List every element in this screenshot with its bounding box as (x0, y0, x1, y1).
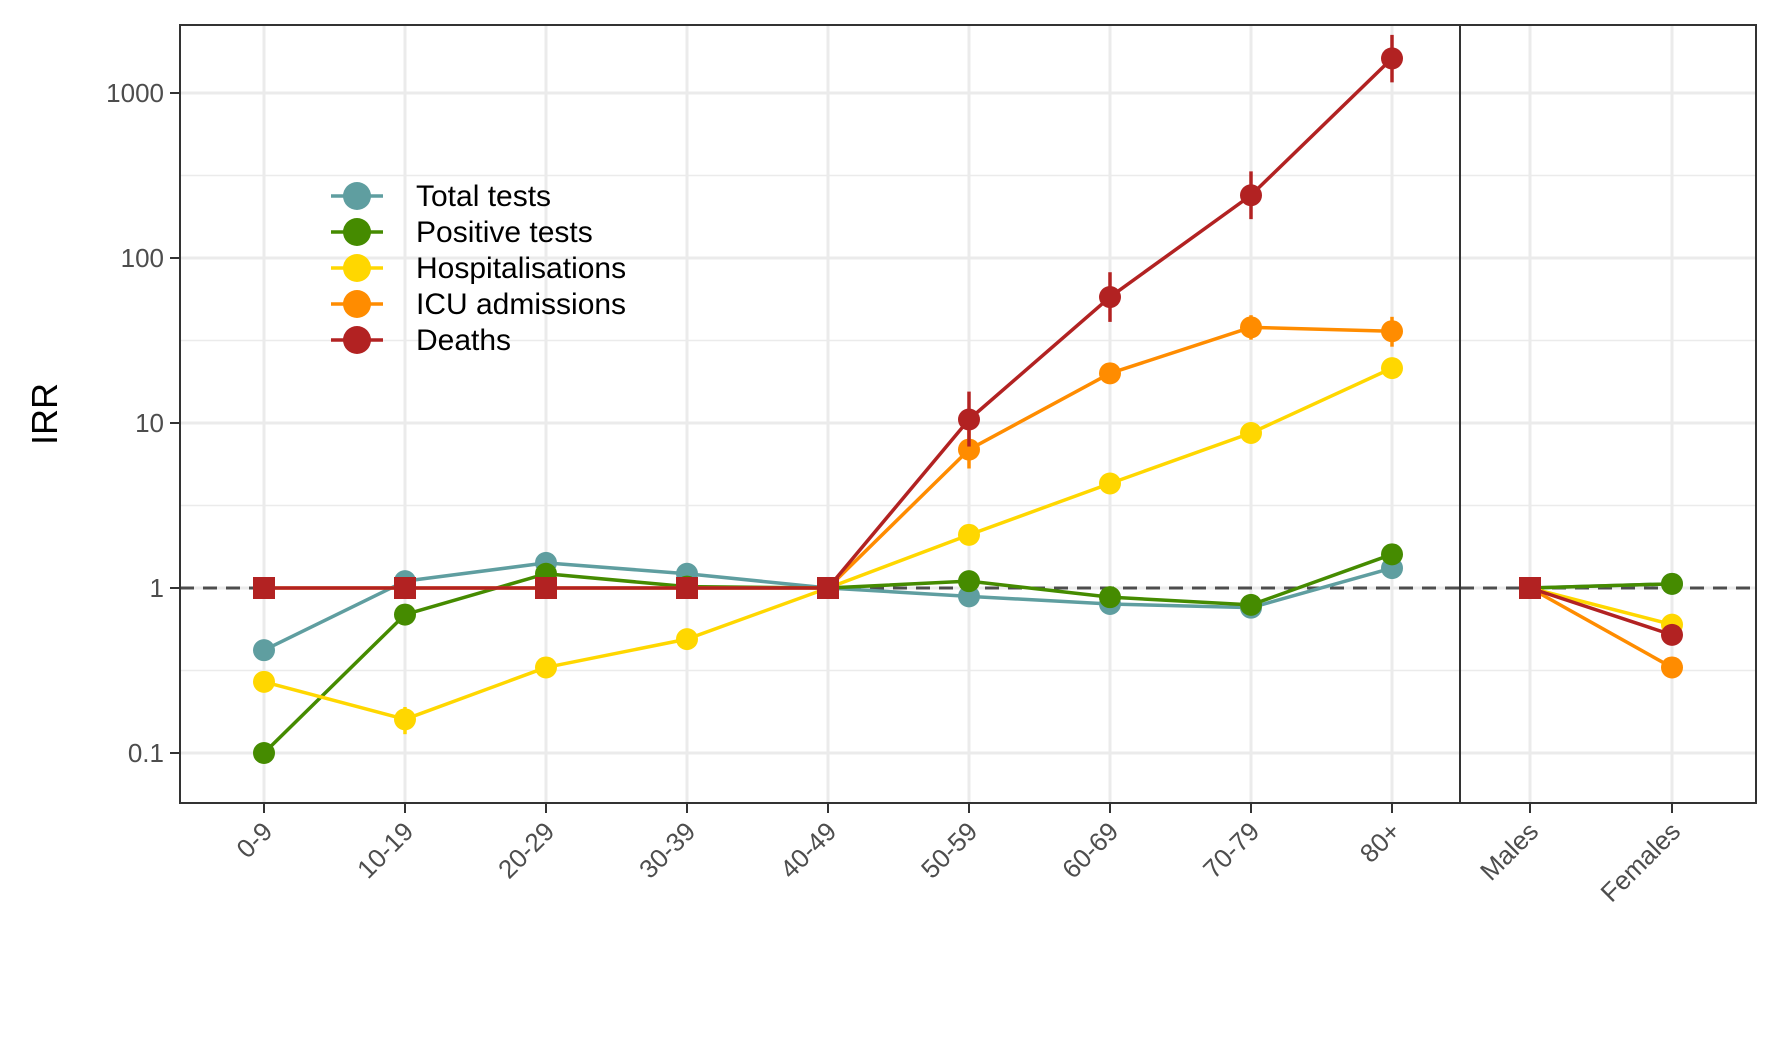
data-point (1381, 543, 1403, 566)
data-point (1099, 286, 1121, 309)
y-axis-title: IRR (24, 383, 65, 445)
data-point (958, 438, 980, 461)
data-point (1240, 421, 1262, 444)
data-point (1661, 623, 1683, 646)
data-point (958, 570, 980, 593)
data-point-square (535, 577, 557, 599)
data-point (676, 628, 698, 651)
data-point (958, 585, 980, 608)
y-tick-label: 1000 (106, 78, 164, 108)
data-point (1099, 586, 1121, 609)
series-line (1529, 582, 1673, 590)
data-point (1240, 316, 1262, 339)
legend-marker (343, 254, 371, 282)
series-line (1529, 586, 1673, 637)
panel-borders (179, 24, 1757, 804)
y-tick-label: 1 (150, 573, 164, 603)
data-point (1240, 184, 1262, 207)
data-point-square (253, 577, 275, 599)
legend-marker (343, 218, 371, 246)
legend-label: Total tests (416, 180, 551, 213)
series-deaths (253, 34, 1683, 646)
legend-item: Deaths (331, 324, 511, 357)
y-tick-label: 10 (135, 408, 164, 438)
data-point (253, 639, 275, 662)
legend-marker (343, 326, 371, 354)
panel-background-2 (1460, 25, 1756, 803)
legend-label: Deaths (416, 324, 511, 357)
data-point (394, 603, 416, 626)
grid (180, 25, 1756, 803)
data-point (1661, 656, 1683, 679)
data-point (253, 742, 275, 764)
data-point (1099, 362, 1121, 385)
data-point (1240, 593, 1262, 616)
data-point (1381, 357, 1403, 380)
data-point-square (817, 577, 839, 599)
data-point (958, 408, 980, 431)
data-point (535, 656, 557, 679)
data-point (958, 523, 980, 546)
legend-label: Positive tests (416, 216, 593, 249)
legend-marker (343, 182, 371, 210)
legend-item: ICU admissions (331, 288, 626, 321)
legend-marker (343, 290, 371, 318)
data-point (1381, 320, 1403, 343)
y-tick-label: 100 (121, 243, 164, 273)
series-line (1529, 586, 1673, 669)
series-layer (253, 34, 1683, 764)
data-point-square (676, 577, 698, 599)
legend-item: Total tests (331, 180, 551, 213)
data-point-square (394, 577, 416, 599)
panel-background-1 (180, 25, 1460, 803)
data-point (394, 708, 416, 731)
legend-label: Hospitalisations (416, 252, 626, 285)
data-point (1661, 572, 1683, 595)
data-point (1381, 47, 1403, 70)
legend-label: ICU admissions (416, 288, 626, 321)
panel-border-2 (1459, 24, 1757, 804)
data-point (1099, 472, 1121, 495)
y-tick-label: 0.1 (128, 738, 164, 768)
legend-item: Positive tests (331, 216, 593, 249)
data-point-square (1519, 577, 1541, 599)
data-point (253, 670, 275, 693)
legend-item: Hospitalisations (331, 252, 626, 285)
